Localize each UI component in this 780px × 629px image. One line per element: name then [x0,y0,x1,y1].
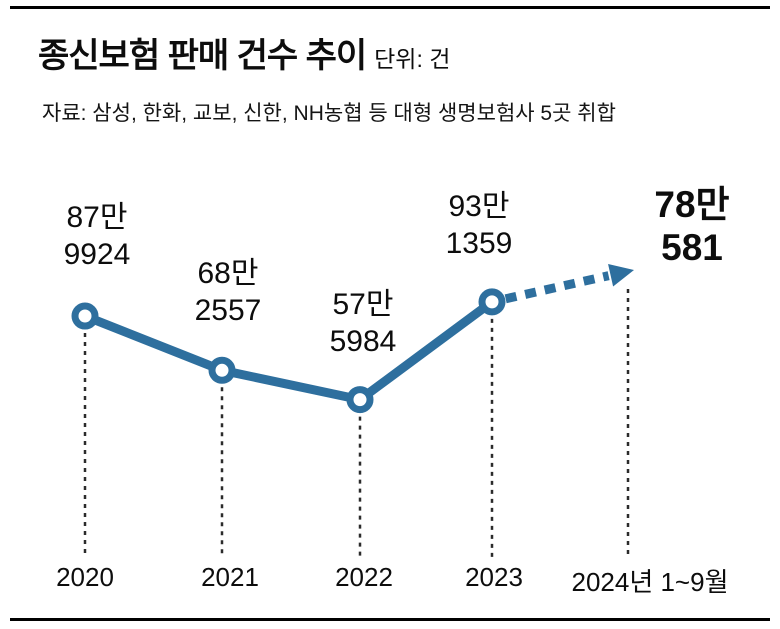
bottom-border-rule [10,618,770,621]
projection-arrow-head [608,264,634,287]
data-point-marker [71,302,99,330]
x-tick-label: 2023 [465,562,523,592]
x-tick-label: 2021 [201,562,259,592]
point-value-label: 68만 2557 [194,257,262,327]
top-border-rule [10,6,770,9]
projection-value-label: 78만 581 [654,184,730,268]
data-point-marker [346,386,374,414]
data-point-marker [208,356,236,384]
point-value-label: 93만 1359 [445,190,513,260]
chart-header: 종신보험 판매 건수 추이 단위: 건 [38,28,450,77]
point-value-label: 87만 9924 [63,201,131,271]
x-tick-label: 2024년 1~9월 [571,567,729,597]
projection-arrow-shaft [504,271,610,304]
source-label: 자료: 삼성, 한화, 교보, 신한, NH농협 등 대형 생명보험사 5곳 취… [42,102,616,125]
data-point-marker [478,288,506,316]
point-value-label: 57만 5984 [329,288,397,358]
x-tick-label: 2022 [335,562,393,592]
x-tick-label: 2020 [56,562,114,592]
trend-line [80,297,497,405]
page-title: 종신보험 판매 건수 추이 [38,37,367,75]
unit-label: 단위: 건 [374,46,451,72]
